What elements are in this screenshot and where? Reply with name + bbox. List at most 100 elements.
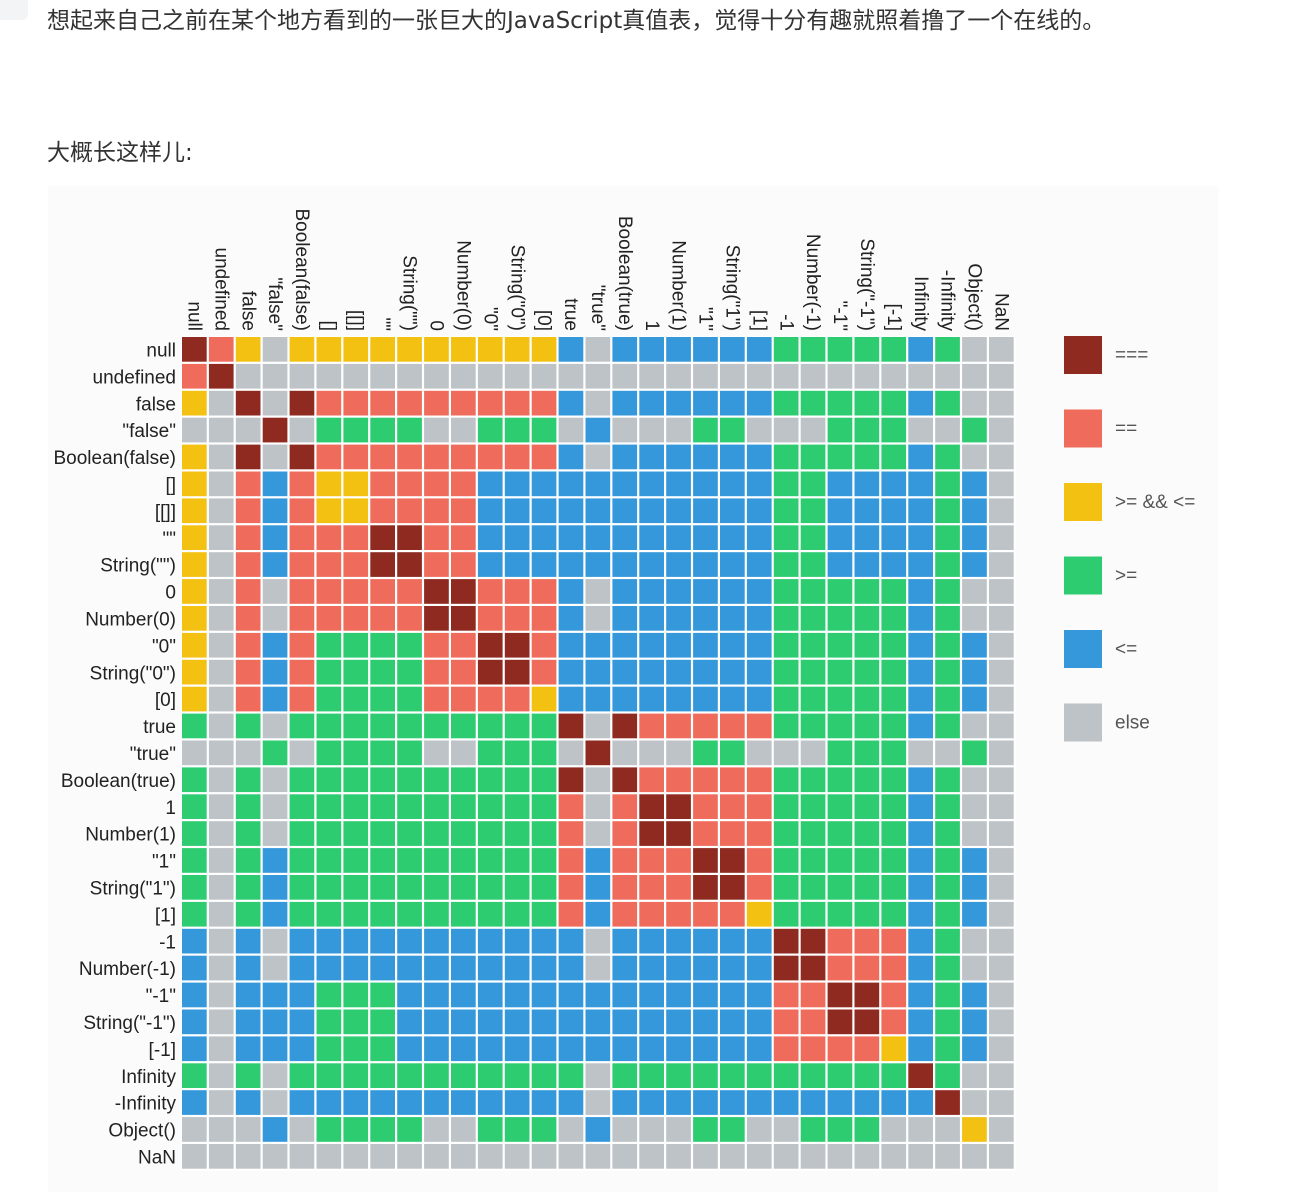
column-label: String("1") — [721, 245, 742, 331]
heatmap-cell — [693, 928, 718, 954]
heatmap-cell — [397, 1063, 422, 1088]
heatmap-cell — [935, 498, 960, 524]
heatmap-cell — [451, 606, 476, 631]
heatmap-cell — [693, 794, 718, 819]
heatmap-cell — [343, 794, 369, 819]
heatmap-cell — [316, 417, 342, 443]
heatmap-cell — [720, 498, 745, 524]
heatmap-cell — [316, 1117, 342, 1142]
heatmap-cell — [182, 794, 207, 819]
heatmap-cell — [451, 659, 476, 685]
heatmap-cell — [639, 552, 664, 577]
heatmap-cell — [989, 1144, 1014, 1169]
heatmap-cell — [720, 955, 745, 981]
heatmap-cell — [639, 444, 664, 470]
heatmap-cell — [666, 901, 691, 927]
heatmap-cell — [989, 1063, 1014, 1088]
column-label: -Infinity — [937, 270, 958, 332]
heatmap-cell — [854, 1063, 880, 1088]
heatmap-cell — [558, 1144, 584, 1169]
heatmap-cell — [504, 1063, 530, 1088]
heatmap-cell — [424, 390, 449, 416]
heatmap-cell — [881, 525, 907, 550]
heatmap-cell — [989, 471, 1014, 497]
heatmap-cell — [262, 1063, 288, 1088]
heatmap-cell — [746, 1063, 772, 1088]
heatmap-cell — [881, 417, 907, 443]
heatmap-cell — [720, 337, 745, 362]
heatmap-cell — [827, 579, 853, 604]
heatmap-cell — [424, 1063, 449, 1088]
heatmap-cell — [693, 1063, 718, 1088]
heatmap-cell — [854, 606, 880, 631]
heatmap-cell — [316, 552, 342, 577]
caption-paragraph: 大概长这样儿: — [47, 140, 193, 166]
row-label: 0 — [165, 583, 176, 604]
heatmap-cell — [235, 875, 261, 900]
heatmap-cell — [504, 955, 530, 981]
heatmap-cell — [881, 1117, 907, 1142]
heatmap-cell — [962, 444, 987, 470]
heatmap-cell — [262, 955, 288, 981]
legend-label: === — [1115, 345, 1148, 366]
heatmap-cell — [639, 686, 664, 712]
heatmap-cell — [773, 632, 799, 658]
heatmap-cell — [908, 659, 933, 685]
heatmap-cell — [962, 982, 987, 1008]
heatmap-cell — [962, 713, 987, 739]
heatmap-cell — [424, 1090, 449, 1115]
heatmap-cell — [208, 444, 234, 470]
heatmap-cell — [316, 1090, 342, 1115]
row-label: -1 — [159, 932, 176, 953]
heatmap-cell — [182, 417, 207, 443]
column-label: NaN — [990, 293, 1011, 331]
heatmap-cell — [182, 928, 207, 954]
heatmap-cell — [531, 1063, 557, 1088]
heatmap-cell — [908, 713, 933, 739]
heatmap-cell — [881, 471, 907, 497]
heatmap-cell — [746, 1090, 772, 1115]
heatmap-cell — [746, 713, 772, 739]
heatmap-cell — [854, 848, 880, 873]
heatmap-cell — [531, 686, 557, 712]
heatmap-cell — [558, 579, 584, 604]
heatmap-cell — [720, 875, 745, 900]
heatmap-cell — [451, 955, 476, 981]
heatmap-cell — [827, 821, 853, 846]
heatmap-cell — [908, 686, 933, 712]
heatmap-cell — [908, 417, 933, 443]
heatmap-cell — [693, 821, 718, 846]
heatmap-cell — [666, 982, 691, 1008]
column-label: "" — [372, 318, 393, 332]
heatmap-cell — [370, 471, 395, 497]
heatmap-cell — [827, 337, 853, 362]
heatmap-cell — [504, 928, 530, 954]
heatmap-cell — [477, 363, 503, 389]
heatmap-cell — [881, 632, 907, 658]
heatmap-cell — [397, 848, 422, 873]
heatmap-cell — [908, 363, 933, 389]
heatmap-cell — [908, 552, 933, 577]
heatmap-cell — [316, 579, 342, 604]
row-label: String("0") — [90, 663, 176, 684]
column-label: null — [183, 301, 204, 331]
heatmap-cell — [746, 337, 772, 362]
heatmap-cell — [289, 552, 315, 577]
heatmap-cell — [827, 659, 853, 685]
row-label: String("-1") — [83, 1013, 176, 1034]
heatmap-cell — [289, 632, 315, 658]
column-label: undefined — [210, 248, 231, 331]
heatmap-cell — [531, 821, 557, 846]
heatmap-cell — [800, 794, 826, 819]
heatmap-cell — [531, 1090, 557, 1115]
heatmap-cell — [962, 498, 987, 524]
heatmap-cell — [424, 713, 449, 739]
heatmap-cell — [800, 686, 826, 712]
heatmap-cell — [397, 713, 422, 739]
heatmap-cell — [477, 982, 503, 1008]
row-label: Object() — [108, 1121, 176, 1142]
heatmap-cell — [531, 659, 557, 685]
heatmap-cell — [531, 713, 557, 739]
heatmap-cell — [477, 552, 503, 577]
heatmap-cell — [639, 417, 664, 443]
